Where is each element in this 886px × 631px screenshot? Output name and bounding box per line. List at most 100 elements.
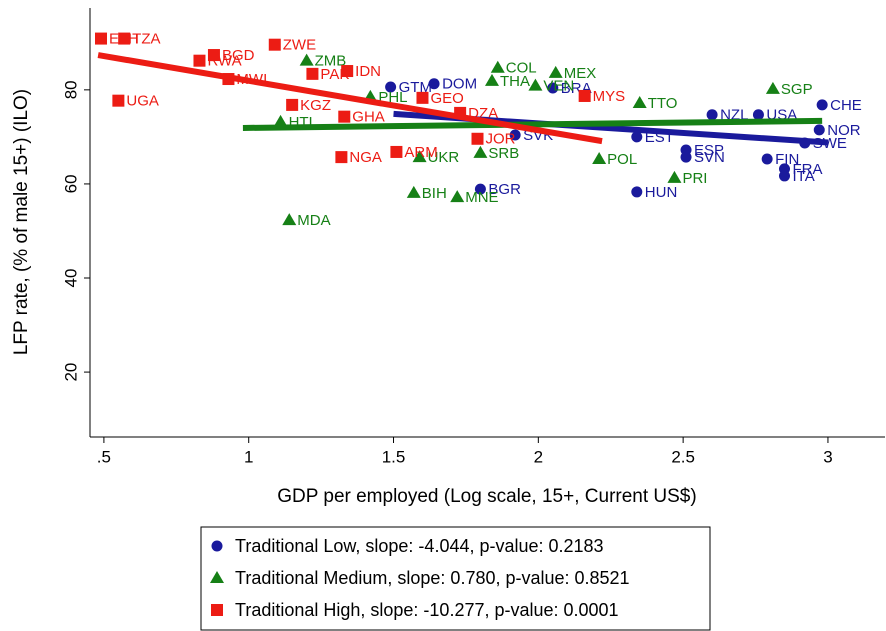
point bbox=[816, 99, 828, 111]
point-label: COL bbox=[506, 60, 537, 77]
point bbox=[765, 81, 780, 94]
point-label: GTM bbox=[399, 79, 432, 96]
point-label: NGA bbox=[349, 149, 382, 166]
legend-marker bbox=[211, 604, 223, 616]
point bbox=[528, 78, 543, 91]
point-label: FIN bbox=[775, 151, 799, 168]
point-label: KGZ bbox=[300, 97, 331, 114]
point bbox=[471, 132, 484, 145]
point bbox=[95, 32, 108, 45]
point bbox=[631, 186, 643, 198]
point bbox=[268, 38, 281, 51]
point-label: SVN bbox=[694, 149, 725, 166]
point bbox=[779, 170, 791, 182]
y-tick-label: 60 bbox=[61, 174, 80, 193]
point-label: JOR bbox=[486, 131, 516, 148]
point bbox=[338, 110, 351, 123]
point-label: GEO bbox=[430, 90, 463, 107]
x-tick-label: 3 bbox=[823, 447, 832, 466]
point-label: ZMB bbox=[315, 53, 347, 70]
point bbox=[667, 170, 682, 183]
point-label: ARM bbox=[404, 144, 437, 161]
point bbox=[412, 150, 427, 163]
point bbox=[428, 78, 440, 90]
point bbox=[631, 131, 643, 143]
point bbox=[761, 153, 773, 165]
legend-label: Traditional Medium, slope: 0.780, p-valu… bbox=[235, 568, 630, 588]
point bbox=[112, 94, 125, 107]
point-label: FRA bbox=[793, 161, 823, 178]
legend-box bbox=[200, 526, 711, 631]
legend-marker bbox=[211, 540, 223, 552]
point-label: THA bbox=[500, 73, 530, 90]
point bbox=[548, 65, 563, 78]
point bbox=[207, 49, 220, 62]
point-label: TZA bbox=[132, 31, 160, 48]
point-label: MEX bbox=[564, 65, 597, 82]
point bbox=[406, 185, 421, 198]
point-label: CHE bbox=[830, 97, 862, 114]
point bbox=[273, 114, 288, 127]
point-label: ESP bbox=[694, 142, 724, 159]
point bbox=[578, 89, 591, 102]
point bbox=[335, 151, 348, 164]
point bbox=[632, 96, 647, 109]
point-label: GHA bbox=[352, 109, 385, 126]
point-label: BIH bbox=[422, 185, 447, 202]
point bbox=[706, 109, 718, 121]
point bbox=[282, 213, 297, 226]
point-label: NOR bbox=[827, 122, 861, 139]
point bbox=[484, 73, 499, 86]
point bbox=[509, 129, 521, 141]
point-label: IDN bbox=[355, 63, 381, 80]
x-tick-label: 1 bbox=[244, 447, 253, 466]
point-label: SRB bbox=[488, 145, 519, 162]
point bbox=[490, 60, 505, 73]
point bbox=[450, 190, 465, 203]
point-label: UGA bbox=[126, 93, 159, 110]
point bbox=[385, 81, 397, 93]
point bbox=[416, 91, 429, 104]
point-label: BGD bbox=[222, 47, 255, 64]
point-label: ZWE bbox=[283, 37, 316, 54]
point-label: BGR bbox=[488, 181, 521, 198]
point-label: VEN bbox=[543, 78, 574, 95]
point bbox=[813, 124, 825, 136]
y-tick-label: 80 bbox=[61, 80, 80, 99]
legend-label: Traditional High, slope: -10.277, p-valu… bbox=[235, 600, 619, 620]
legend-label: Traditional Low, slope: -4.044, p-value:… bbox=[235, 536, 604, 556]
point bbox=[193, 54, 206, 67]
y-tick-label: 20 bbox=[61, 363, 80, 382]
point-label: PRI bbox=[682, 170, 707, 187]
point-label: MYS bbox=[593, 88, 626, 105]
x-tick-label: 2 bbox=[534, 447, 543, 466]
point-label: SGP bbox=[781, 81, 813, 98]
y-axis-title: LFP rate, (% of male 15+) (ILO) bbox=[11, 89, 32, 355]
point-label: MNE bbox=[465, 189, 498, 206]
point bbox=[592, 151, 607, 164]
point bbox=[390, 145, 403, 158]
point bbox=[680, 151, 692, 163]
point bbox=[306, 67, 319, 80]
point-label: PAK bbox=[320, 66, 349, 83]
point bbox=[341, 65, 354, 78]
point bbox=[547, 82, 559, 94]
point bbox=[474, 183, 486, 195]
point-label: RWA bbox=[207, 53, 241, 70]
point-label: ITA bbox=[793, 168, 815, 185]
x-tick-label: .5 bbox=[97, 447, 111, 466]
x-tick-label: 2.5 bbox=[671, 447, 695, 466]
point-label: MDA bbox=[297, 212, 330, 229]
point-label: POL bbox=[607, 151, 637, 168]
point-label: UKR bbox=[428, 149, 460, 166]
point bbox=[299, 53, 314, 66]
point bbox=[752, 109, 764, 121]
fit-line bbox=[97, 52, 603, 145]
legend-marker bbox=[210, 571, 224, 583]
point bbox=[473, 145, 488, 158]
fit-line bbox=[242, 117, 823, 131]
point-label: DOM bbox=[442, 76, 477, 93]
